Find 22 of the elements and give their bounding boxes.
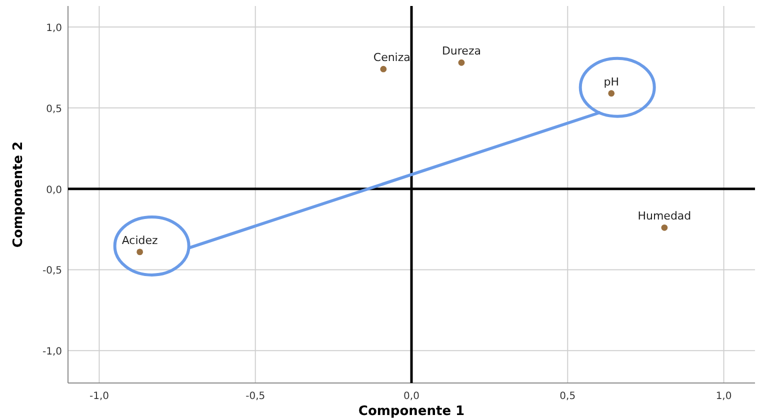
- point: [380, 66, 387, 72]
- point: [608, 90, 615, 97]
- x-tick-label: 0,0: [404, 391, 420, 402]
- y-tick-label: 0,5: [46, 104, 62, 115]
- x-tick-label: 0,5: [560, 391, 576, 402]
- x-tick-label: -0,5: [246, 391, 266, 402]
- series-label: Ceniza: [373, 51, 410, 64]
- x-axis-title: Componente 1: [358, 404, 465, 419]
- x-tick-label: 1,0: [716, 391, 732, 402]
- x-tick-label: -1,0: [89, 391, 109, 402]
- y-axis-title: Componente 2: [11, 141, 26, 248]
- point: [661, 224, 668, 231]
- series-label: Humedad: [638, 210, 692, 223]
- point: [136, 248, 144, 256]
- point: [458, 59, 465, 66]
- series-label: pH: [604, 75, 619, 88]
- series-label: Dureza: [442, 44, 481, 58]
- y-tick-label: -1,0: [42, 346, 62, 358]
- y-tick-label: 1,0: [46, 23, 62, 34]
- series-label: Acidez: [122, 234, 158, 247]
- y-tick-label: 0,0: [46, 184, 62, 196]
- y-tick-label: -0,5: [42, 266, 62, 277]
